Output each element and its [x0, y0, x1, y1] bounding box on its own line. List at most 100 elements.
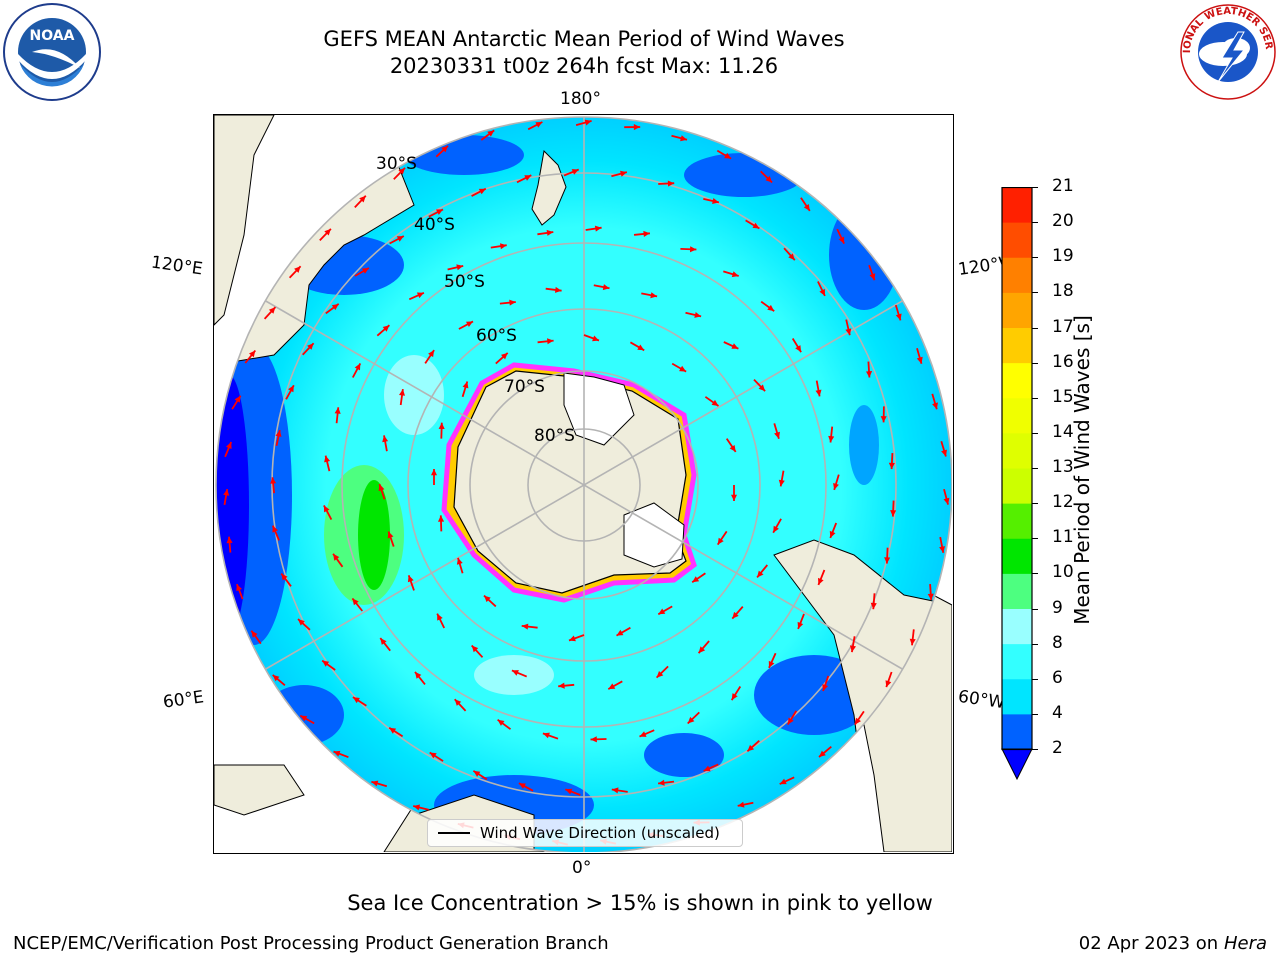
wind-vector-head: [226, 442, 232, 449]
wind-vector-head: [288, 385, 294, 393]
wind-vector-head: [768, 660, 775, 668]
wind-vector-head: [608, 683, 616, 690]
wind-vector-head: [637, 344, 645, 351]
wind-vector-head: [441, 145, 448, 153]
wind-vector-head: [752, 222, 760, 229]
wind-vector-head: [854, 717, 861, 725]
wind-vector-head: [371, 780, 379, 787]
footer-credit: NCEP/EMC/Verification Post Processing Pr…: [13, 933, 609, 954]
wind-vector-head: [226, 536, 233, 544]
wind-vector-head: [333, 750, 341, 757]
lon-label-180: 180°: [560, 89, 601, 109]
colorbar-tick-label: 19: [1052, 246, 1074, 267]
wind-vector-head: [828, 435, 835, 443]
wind-vector-head: [758, 384, 766, 392]
wind-vector-head: [943, 497, 950, 505]
lat-label-50s: 50°S: [444, 272, 485, 292]
colorbar-segment: [1002, 327, 1032, 364]
wind-vector-head: [731, 693, 738, 701]
footer-date-text: 02 Apr 2023 on: [1078, 933, 1224, 954]
colorbar-under-triangle: [1001, 748, 1033, 781]
wind-vector-head: [456, 264, 464, 271]
colorbar-segment: [1002, 222, 1032, 258]
colorbar-tick-mark: [1032, 538, 1038, 540]
wind-vector-head: [724, 152, 732, 159]
wind-vector-head: [546, 229, 554, 236]
wind-vector-head: [819, 750, 826, 757]
wind-vector-head: [656, 671, 664, 678]
colorbar-tick-label: 18: [1052, 281, 1074, 302]
legend-line-icon: [438, 832, 470, 834]
colorbar-segment: [1002, 362, 1032, 399]
wind-vector-head: [359, 195, 366, 203]
wind-vector-head: [378, 484, 385, 492]
wind-vector-head: [334, 407, 341, 414]
wind-vector-head: [927, 593, 934, 601]
sea-ice-note: Sea Ice Concentration > 15% is shown in …: [347, 891, 933, 915]
wind-vector-head: [547, 338, 554, 345]
wind-vector-head: [895, 313, 902, 321]
lon-label-0: 0°: [572, 858, 592, 878]
wind-vector-head: [838, 236, 845, 244]
lon-label-60e: 60°E: [161, 687, 206, 713]
colorbar-tick-mark: [1032, 257, 1038, 259]
wind-vector-head: [757, 570, 764, 578]
colorbar-tick-mark: [1032, 292, 1038, 294]
colorbar-tick-mark: [1032, 573, 1038, 575]
wind-vector-head: [429, 752, 437, 759]
wind-vector-head: [509, 299, 516, 306]
colorbar-tick-mark: [1032, 327, 1038, 329]
wind-vector-head: [658, 608, 666, 615]
wind-vector-head: [565, 788, 573, 795]
wind-vector-head: [294, 266, 301, 273]
legend-label: Wind Wave Direction (unscaled): [480, 824, 720, 842]
wind-vector-head: [717, 537, 724, 545]
wind-vector-head: [932, 402, 938, 410]
wind-vector-head: [398, 167, 405, 175]
wind-vector-head: [324, 455, 331, 463]
colorbar-tick-mark: [1032, 503, 1038, 505]
wind-vector-head: [555, 286, 562, 293]
wind-vector-head: [731, 271, 739, 278]
colorbar-segment: [1002, 678, 1032, 715]
wind-vector-head: [687, 716, 695, 724]
colorbar-segment: [1002, 573, 1032, 609]
colorbar-tick-label: 11: [1052, 527, 1074, 548]
footer-date: 02 Apr 2023 on Hera: [1079, 933, 1267, 954]
wind-vector-head: [643, 230, 650, 237]
colorbar-tick-mark: [1032, 643, 1038, 645]
wind-vector-head: [281, 573, 288, 581]
wind-vector-head: [633, 124, 641, 131]
wind-vector-head: [558, 682, 565, 689]
wind-vector-head: [251, 630, 258, 638]
wind-vector-head: [620, 170, 627, 177]
wind-vector-head: [939, 546, 945, 553]
wind-vector-head: [778, 479, 785, 487]
wind-vector-head: [352, 697, 360, 704]
wind-vector-head: [611, 787, 619, 794]
wind-vector-head: [569, 635, 576, 642]
wind-vector-head: [594, 225, 602, 232]
colorbar-tick-mark: [1032, 749, 1038, 750]
colorbar-tick-label: 13: [1052, 457, 1074, 477]
wind-vector-head: [711, 399, 719, 406]
wind-vector-head: [884, 557, 891, 564]
wind-vector-head: [787, 717, 794, 725]
wind-vector-head: [270, 477, 277, 484]
wind-vector-head: [822, 684, 829, 691]
colorbar-graphic: [1001, 186, 1033, 781]
wind-vector-head: [487, 130, 495, 137]
wind-vector-head: [833, 483, 839, 490]
wind-vector-head: [849, 645, 856, 653]
wind-vector-head: [272, 525, 278, 533]
wind-vector-head: [413, 804, 420, 811]
wind-vector-head: [471, 645, 479, 653]
wind-vector-head: [788, 253, 795, 261]
wind-vector-head: [521, 623, 529, 630]
lat-label-30s: 30°S: [376, 154, 417, 174]
wind-vector-head: [870, 602, 877, 610]
colorbar-tick-label: 2: [1052, 738, 1063, 758]
colorbar-title: Mean Period of Wind Waves [s]: [1070, 315, 1094, 625]
wind-vector-head: [407, 575, 414, 583]
wind-vector-head: [909, 638, 916, 646]
